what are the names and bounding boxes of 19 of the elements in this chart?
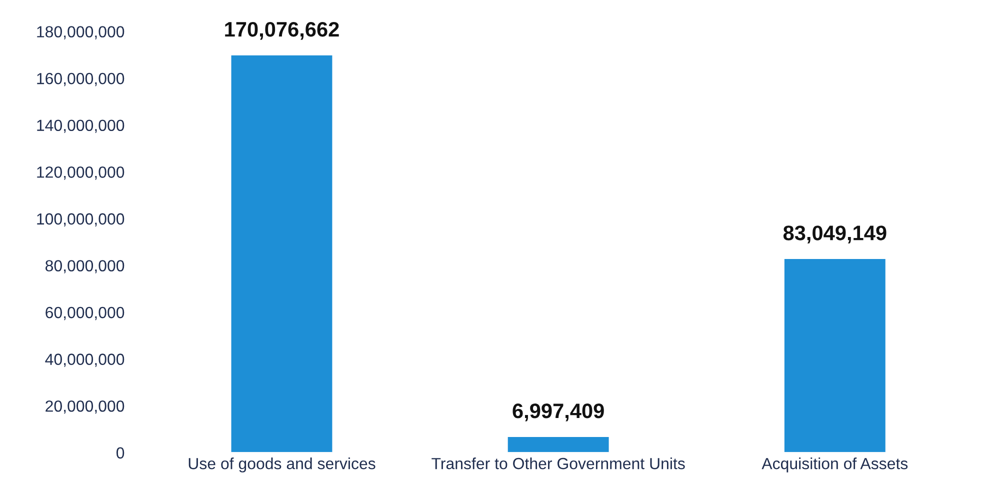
y-tick-label: 40,000,000 (45, 354, 124, 367)
x-tick-label: Use of goods and services (188, 458, 376, 472)
y-tick-label: 180,000,000 (37, 26, 124, 40)
y-tick-label: 120,000,000 (37, 166, 124, 180)
bar (230, 54, 334, 453)
y-tick-label: 160,000,000 (37, 72, 124, 86)
data-label: 83,049,149 (783, 226, 886, 244)
x-tick-label: Acquisition of Assets (762, 458, 908, 472)
y-tick-label: 140,000,000 (37, 120, 124, 133)
y-tick-label: 20,000,000 (46, 400, 124, 414)
y-tick-label: 100,000,000 (37, 213, 124, 226)
y-tick-label: 0 (116, 447, 124, 459)
x-tick-label: Transfer to Other Government Units (432, 458, 685, 470)
y-tick-label: 60,000,000 (46, 306, 124, 320)
data-label: 6,997,409 (512, 404, 604, 422)
y-tick-label: 80,000,000 (46, 260, 124, 274)
bar (506, 436, 610, 453)
bar (783, 258, 887, 453)
data-label: 170,076,662 (225, 22, 339, 40)
